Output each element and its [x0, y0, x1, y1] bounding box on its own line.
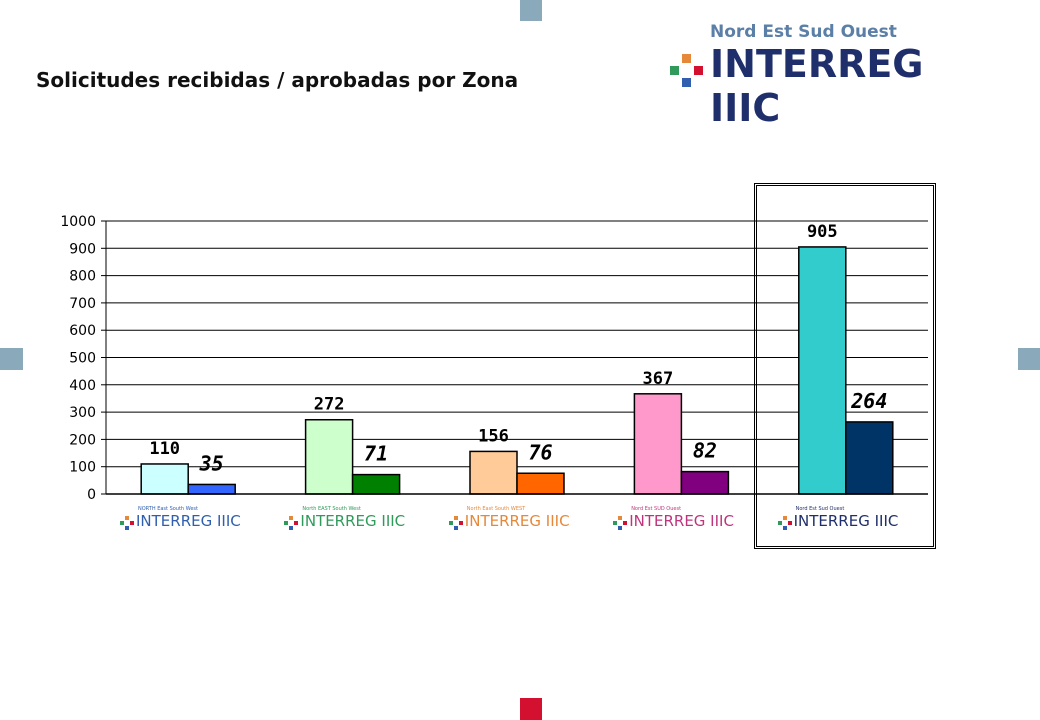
- zone-logo-tagline: North EAST South West: [302, 506, 361, 512]
- zone-logo-tagline: North East South WEST: [466, 506, 526, 512]
- zone-logo-mark-icon: [613, 516, 628, 530]
- zone-logo-tagline: Nord Est SUD Ouest: [631, 506, 682, 512]
- y-tick-label: 0: [87, 487, 96, 503]
- highlight-frame: [754, 183, 936, 549]
- bar-received: [140, 463, 189, 495]
- zone-logo: NORTH East South West INTERREG IIIC: [118, 506, 258, 530]
- data-label-approved: 71: [364, 442, 388, 466]
- y-tick-label: 700: [69, 296, 96, 312]
- data-label-approved: 76: [528, 440, 552, 464]
- y-tick-label: 200: [69, 432, 96, 448]
- data-label-received: 905: [807, 222, 838, 242]
- bar-received: [469, 450, 518, 495]
- page-title: Solicitudes recibidas / aprobadas por Zo…: [36, 68, 519, 92]
- y-tick-label: 600: [69, 323, 96, 339]
- zone-logo: North East South WEST INTERREG IIIC: [447, 506, 587, 530]
- y-tick-label: 500: [69, 351, 96, 367]
- bar-approved: [187, 483, 236, 495]
- y-tick-label: 1000: [60, 214, 96, 230]
- bar-approved: [516, 472, 565, 495]
- bar-approved: [680, 470, 730, 495]
- zone-logo: Nord Est SUD Ouest INTERREG IIIC: [611, 506, 751, 530]
- zone-logo-tagline: Nord Est Sud Ouest: [795, 506, 845, 512]
- logo-tagline: Nord Est Sud Ouest: [710, 22, 897, 42]
- bar-approved: [845, 421, 894, 495]
- decor-square-left: [0, 348, 23, 370]
- zone-logo-mark-icon: [448, 516, 463, 530]
- zone-logo-wordmark: INTERREG IIIC: [793, 512, 899, 530]
- y-tick-label: 900: [69, 241, 96, 257]
- zone-logo-mark-icon: [120, 516, 134, 530]
- zone-logo-wordmark: INTERREG IIIC: [464, 512, 570, 530]
- interreg-logo-mark: [670, 54, 704, 88]
- decor-square-right: [1018, 348, 1040, 370]
- y-tick-label: 800: [69, 269, 96, 285]
- zone-logo-mark-icon: [284, 516, 299, 530]
- decor-square-top: [520, 0, 542, 21]
- y-tick-label: 400: [69, 378, 96, 394]
- zone-logo-wordmark: INTERREG IIIC: [136, 512, 241, 530]
- data-label-received: 156: [478, 426, 509, 446]
- data-label-received: 110: [149, 439, 180, 459]
- logo-wordmark: INTERREG IIIC: [710, 42, 924, 130]
- data-label-approved: 35: [199, 451, 224, 475]
- data-label-approved: 82: [693, 439, 717, 463]
- y-tick-label: 300: [69, 405, 96, 421]
- data-label-approved: 264: [850, 389, 887, 413]
- y-tick-label: 100: [69, 460, 96, 476]
- zone-logo-mark-icon: [777, 516, 792, 530]
- bar-received: [304, 418, 354, 495]
- bar-received: [633, 393, 683, 495]
- zone-logo-wordmark: INTERREG IIIC: [300, 512, 406, 530]
- data-label-received: 272: [314, 395, 345, 415]
- interreg-logo: Nord Est Sud Ouest INTERREG IIIC: [670, 22, 980, 130]
- bar-approved: [351, 473, 401, 495]
- zone-logo-tagline: NORTH East South West: [138, 506, 198, 512]
- zone-logo: Nord Est Sud Ouest INTERREG IIIC: [776, 506, 916, 530]
- zone-logo-wordmark: INTERREG IIIC: [629, 512, 734, 530]
- bar-received: [798, 246, 847, 495]
- data-label-received: 367: [643, 369, 674, 389]
- decor-square-bottom: [520, 698, 542, 720]
- zone-logo: North EAST South West INTERREG IIIC: [282, 506, 422, 530]
